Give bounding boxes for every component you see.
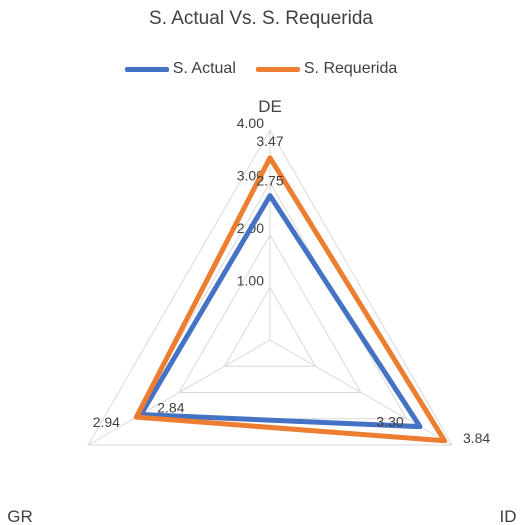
legend-item-actual[interactable]: S. Actual xyxy=(124,60,236,78)
series-line-requerida xyxy=(133,155,448,444)
grid-ring-2 xyxy=(178,234,362,393)
data-label-actual-gr: 2.84 xyxy=(157,400,184,416)
r-tick-label-4: 4.00 xyxy=(237,115,264,131)
grid-ring-1 xyxy=(223,286,317,367)
grid-spoke-2 xyxy=(87,339,271,446)
series-line-actual xyxy=(138,193,423,430)
axis-label-gr: GR xyxy=(7,507,33,525)
legend-swatch-actual xyxy=(124,66,169,72)
data-label-actual-id: 3.30 xyxy=(376,414,403,430)
legend-label-actual: S. Actual xyxy=(172,60,236,77)
chart-title: S. Actual Vs. S. Requerida xyxy=(149,8,373,29)
axis-label-id: ID xyxy=(500,507,517,525)
legend-label-requerida: S. Requerida xyxy=(303,60,398,77)
legend: S. Actual S. Requerida xyxy=(0,60,522,78)
legend-item-requerida[interactable]: S. Requerida xyxy=(255,60,398,78)
data-label-actual-de: 2.75 xyxy=(256,173,283,189)
axis-label-de: DE xyxy=(258,97,282,116)
data-label-requerida-id: 3.84 xyxy=(463,430,490,446)
r-tick-label-1: 1.00 xyxy=(237,273,264,289)
grid-ring-4 xyxy=(87,128,453,446)
data-label-requerida-de: 3.47 xyxy=(256,133,283,149)
legend-swatch-requerida xyxy=(255,66,300,72)
data-label-requerida-gr: 2.94 xyxy=(93,414,120,430)
